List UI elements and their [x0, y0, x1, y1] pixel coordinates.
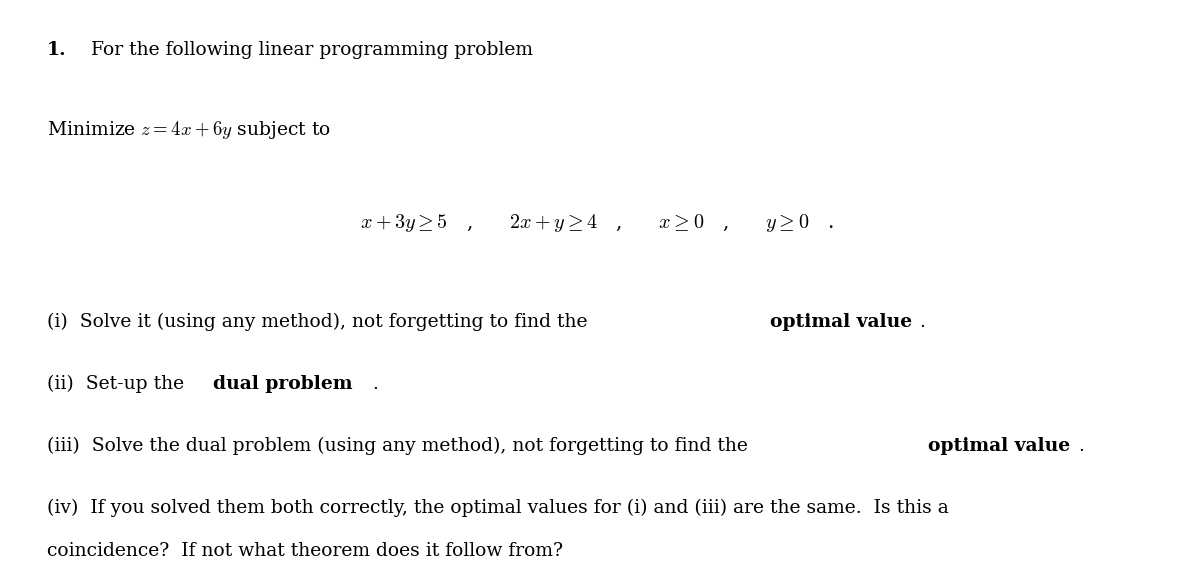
Text: (iv)  If you solved them both correctly, the optimal values for (i) and (iii) ar: (iv) If you solved them both correctly, … — [47, 499, 948, 517]
Text: (iii)  Solve the dual problem (using any method), not forgetting to find the: (iii) Solve the dual problem (using any … — [47, 437, 754, 455]
Text: (i)  Solve it (using any method), not forgetting to find the: (i) Solve it (using any method), not for… — [47, 313, 593, 332]
Text: dual problem: dual problem — [214, 375, 353, 393]
Text: optimal value: optimal value — [928, 437, 1070, 454]
Text: .: . — [367, 375, 379, 393]
Text: $x + 3y \geq 5$   ,   $\quad 2x + y \geq 4$   ,   $\quad x \geq 0$   ,   $\quad : $x + 3y \geq 5$ , $\quad 2x + y \geq 4$ … — [360, 212, 834, 234]
Text: Minimize $z = 4x + 6y$ subject to: Minimize $z = 4x + 6y$ subject to — [47, 119, 331, 142]
Text: coincidence?  If not what theorem does it follow from?: coincidence? If not what theorem does it… — [47, 542, 563, 560]
Text: 1.: 1. — [47, 41, 66, 59]
Text: .: . — [919, 313, 925, 331]
Text: optimal value: optimal value — [769, 313, 912, 331]
Text: For the following linear programming problem: For the following linear programming pro… — [91, 41, 533, 59]
Text: (ii)  Set-up the: (ii) Set-up the — [47, 375, 190, 393]
Text: .: . — [1079, 437, 1085, 454]
